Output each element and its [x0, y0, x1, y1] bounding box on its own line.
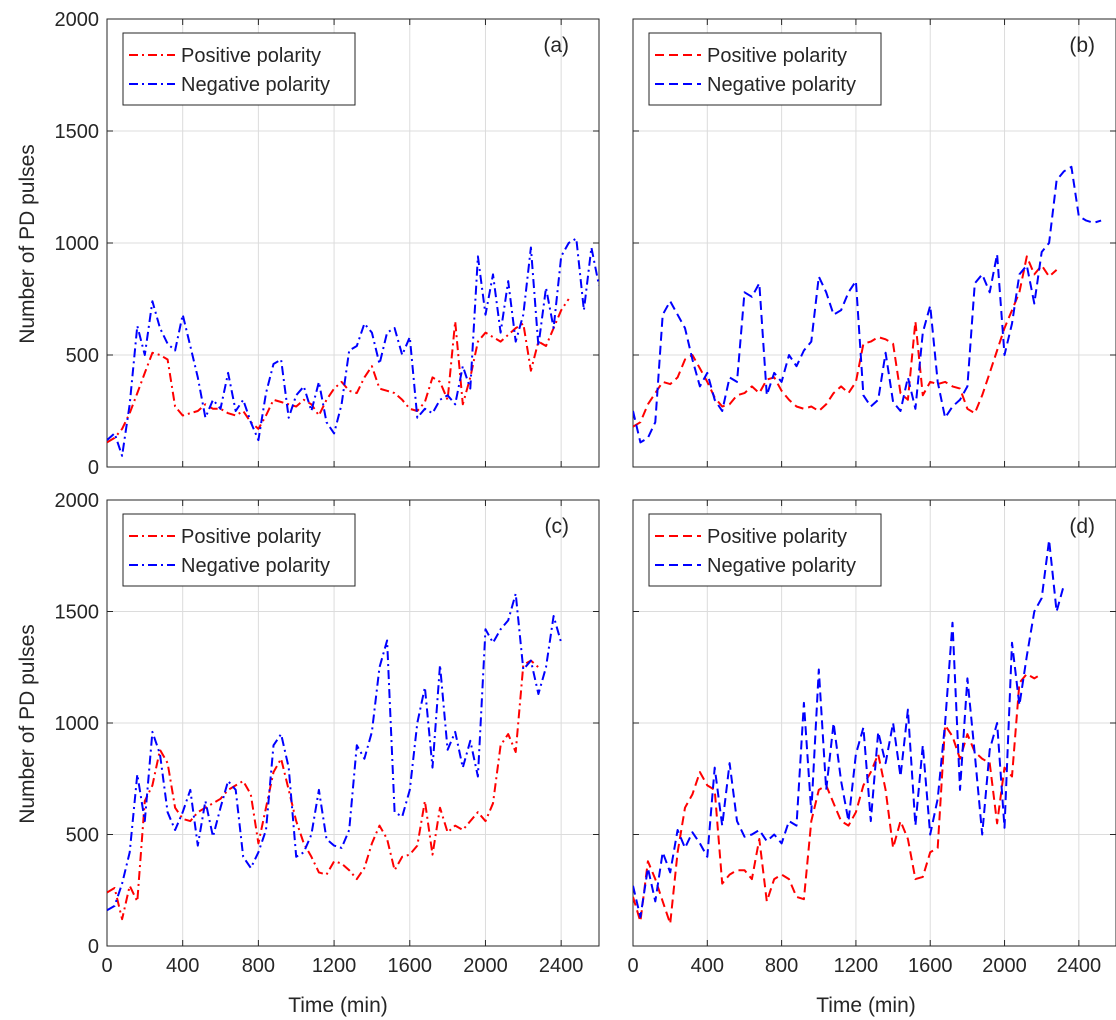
x-tick-label: 2400: [1057, 955, 1102, 977]
panel-label: (a): [543, 34, 569, 57]
x-tick-label: 2000: [982, 955, 1027, 977]
y-tick-label: 1500: [55, 121, 100, 143]
legend-box: [648, 513, 882, 587]
chart-panel-3: 0 400 800 1200 1600 2000 2400 0 500 1000 1500 2000 (…: [55, 490, 600, 977]
legend-label-negative: Negative polarity: [181, 555, 330, 577]
y-tick-label: 1000: [55, 233, 100, 255]
y-tick-label: 0: [88, 936, 99, 958]
series-positive-polarity-line: [107, 298, 570, 444]
y-tick-label: 1500: [55, 602, 100, 624]
x-tick-label: 1200: [834, 955, 879, 977]
x-tick-label: 2000: [463, 955, 508, 977]
x-tick-label: 800: [765, 955, 798, 977]
legend-label-negative: Negative polarity: [707, 555, 856, 577]
legend-label-negative: Negative polarity: [707, 74, 856, 96]
series-negative-polarity-line: [107, 237, 599, 457]
series-negative-polarity-line: [107, 592, 563, 912]
x-tick-label: 800: [242, 955, 275, 977]
legend-box: [122, 513, 356, 587]
panel-label: (d): [1069, 515, 1095, 538]
series-positive-polarity-line: [107, 659, 540, 921]
y-tick-label: 500: [66, 345, 99, 367]
x-axis-label-right-column: Time (min): [816, 994, 916, 1017]
x-tick-label: 1600: [388, 955, 433, 977]
chart-panel-4: 0 400 800 1200 1600 2000 2400 (d) Positive polar…: [627, 499, 1116, 977]
series-positive-polarity-line: [633, 255, 1058, 428]
y-tick-label: 2000: [55, 9, 100, 31]
legend-label-positive: Positive polarity: [181, 526, 321, 548]
x-tick-label: 1200: [312, 955, 357, 977]
legend-label-positive: Positive polarity: [181, 45, 321, 67]
x-tick-label: 2400: [539, 955, 584, 977]
y-tick-label: 0: [88, 457, 99, 479]
panel-label: (b): [1069, 34, 1095, 57]
y-tick-label: 1000: [55, 713, 100, 735]
panel-label: (c): [545, 515, 570, 538]
legend-label-positive: Positive polarity: [707, 526, 847, 548]
y-tick-label: 2000: [55, 490, 100, 512]
y-axis-label-bottom-row: Number of PD pulses: [16, 624, 39, 824]
legend-label-negative: Negative polarity: [181, 74, 330, 96]
series-negative-polarity-line: [633, 539, 1065, 918]
y-axis-label-top-row: Number of PD pulses: [16, 144, 39, 344]
x-tick-label: 0: [627, 955, 638, 977]
series-negative-polarity-line: [633, 165, 1102, 444]
x-axis-label-left-column: Time (min): [288, 994, 388, 1017]
y-tick-label: 500: [66, 825, 99, 847]
series-positive-polarity-line: [633, 672, 1043, 925]
x-tick-label: 400: [691, 955, 724, 977]
chart-panel-2: (b) Positive polarity Negative polarity: [632, 18, 1116, 468]
legend-box: [122, 32, 356, 106]
x-tick-label: 1600: [908, 955, 953, 977]
x-tick-label: 0: [101, 955, 112, 977]
legend-box: [648, 32, 882, 106]
chart-panel-1: 0 500 1000 1500 2000 (a) Positive polarity Nega…: [55, 9, 600, 479]
x-tick-label: 400: [166, 955, 199, 977]
legend-label-positive: Positive polarity: [707, 45, 847, 67]
